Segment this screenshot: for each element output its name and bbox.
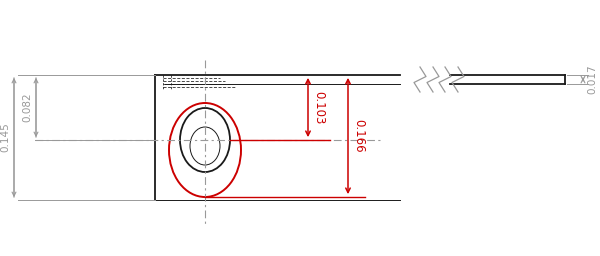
Text: 0.017: 0.017 — [587, 65, 597, 94]
Text: 0.103: 0.103 — [312, 91, 325, 124]
Text: 0.082: 0.082 — [22, 93, 32, 122]
Text: 0.166: 0.166 — [352, 119, 365, 153]
Text: 0.145: 0.145 — [0, 123, 10, 152]
